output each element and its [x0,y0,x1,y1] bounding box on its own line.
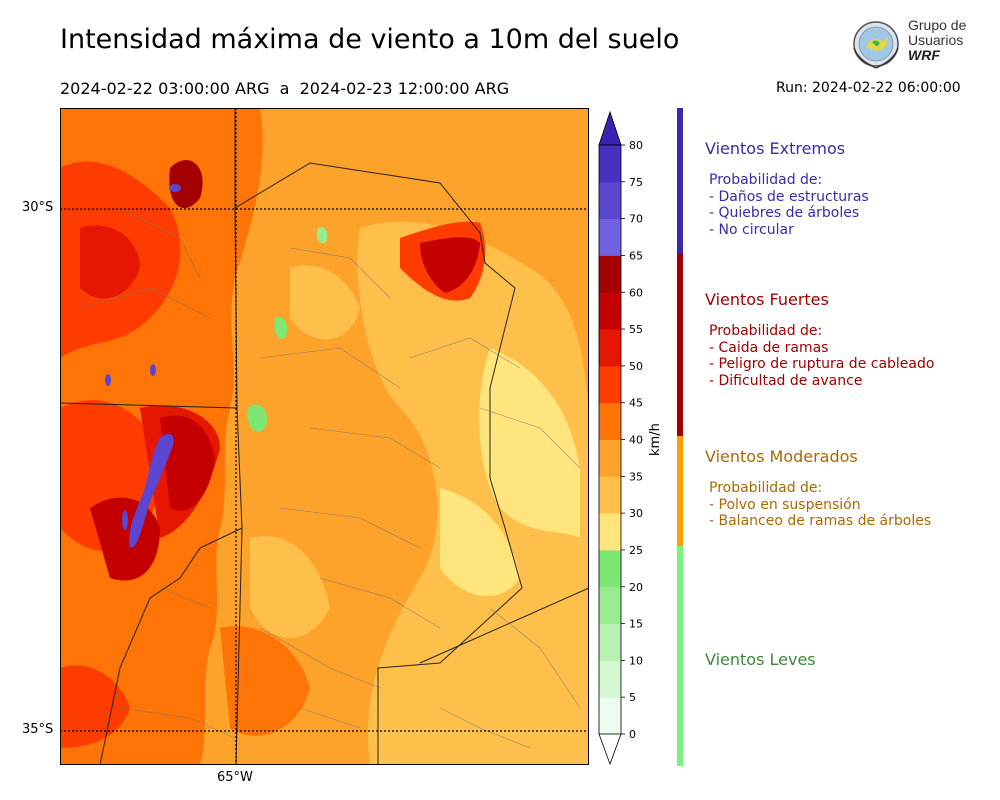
colorbar-tick-label: 75 [629,176,643,189]
map-title: Intensidad máxima de viento a 10m del su… [60,24,680,55]
category-line: - Dificultad de avance [709,372,863,389]
colorbar-segment [599,549,621,588]
colorbar-segment [599,365,621,404]
light-wind-spot-c [316,226,328,244]
department-boundaries [79,207,581,749]
light-central-patch [440,488,520,597]
logo-line-1: Grupo de [908,17,967,33]
category-line: - Quiebres de árboles [709,205,860,221]
colorbar-segment [599,697,621,735]
strong-south-patch [220,626,310,736]
light-east-patch [479,348,580,538]
category-strong: Vientos Fuertes Probabilidad de: - Caida … [705,290,934,389]
category-line: Probabilidad de: [709,323,823,339]
category-bar-segment [677,546,683,766]
logo-line-2: Usuarios [908,32,964,48]
category-line: - No circular [709,221,794,238]
category-extreme: Vientos Extremos Probabilidad de: - Daños… [705,139,869,238]
province-boundaries [60,108,589,765]
lat-label-30s: 30°S [22,200,54,215]
colorbar-unit: km/h [648,423,663,456]
colorbar-tick-label: 35 [629,470,643,483]
logo-line-3: WRF [908,47,940,63]
lon-label-65w: 65°W [217,770,253,785]
colorbar-segment [599,292,621,330]
colorbar: 0 5 10 15 20 25 30 35 40 45 50 55 60 65 70 75 80 [598,110,643,766]
logo-text: Grupo de Usuarios WRF [908,18,966,63]
colorbar-tick-label: 60 [629,286,643,299]
colorbar-tick-label: 40 [629,434,643,447]
colorbar-tick-label: 55 [629,323,643,336]
colorbar-tick-label: 65 [629,249,643,262]
category-bar-segment [677,253,683,436]
category-light: Vientos Leves [705,650,816,669]
category-line: Probabilidad de: [709,480,823,496]
strong-northeast-core [420,237,480,293]
category-strong-title: Vientos Fuertes [705,290,829,309]
colorbar-tick-label: 5 [629,691,636,704]
category-bar-segment [677,108,683,253]
colorbar-tick-label: 0 [629,728,636,741]
extreme-wind-spot-central [150,364,156,376]
extreme-wind-spot-south [122,510,128,530]
colorbar-segment [599,660,621,698]
forecast-period: 2024-02-22 03:00:00 ARG a 2024-02-23 12:… [60,79,510,98]
colorbar-segment [599,255,621,293]
colorbar-tick-label: 25 [629,544,643,557]
moderate-north-patch [290,265,360,340]
colorbar-segment [599,586,621,625]
colorbar-under-extension [598,733,622,766]
colorbar-segment [599,513,621,551]
category-moderate: Vientos Moderados Probabilidad de: - Polv… [705,447,931,530]
graticule [60,108,589,765]
strong-southwest-patch [60,665,130,748]
colorbar-segment [599,329,621,367]
category-bar-segment [677,436,683,546]
colorbar-segment [599,623,621,661]
light-wind-spot-a [274,316,288,339]
colorbar-tick-label: 50 [629,360,643,373]
light-wind-spot-b [247,404,268,432]
colorbar-over-extension [598,110,622,146]
category-line: - Peligro de ruptura de cableado [709,356,935,372]
colorbar-tick-label: 45 [629,397,643,410]
colorbar-segment [599,439,621,477]
moderate-east-field [357,221,589,765]
colorbar-tick-label: 80 [629,139,643,152]
category-line: - Polvo en suspensión [709,496,861,513]
colorbar-tick-label: 15 [629,618,643,631]
colorbar-segment [599,145,621,183]
colorbar-segment [599,402,621,440]
strong-north-core [80,225,140,299]
category-extreme-title: Vientos Extremos [705,139,846,158]
colorbar-tick-label: 20 [629,581,643,594]
wind-intensity-map [60,108,589,765]
category-line: - Daños de estructuras [709,188,869,205]
run-time: Run: 2024-02-22 06:00:00 [776,80,961,96]
moderate-south-patch [250,536,330,638]
category-light-title: Vientos Leves [705,650,816,669]
map-frame [60,108,589,765]
colorbar-tick-label: 70 [629,213,643,226]
extreme-wind-spot-north [169,184,181,192]
colorbar-tick-label: 30 [629,507,643,520]
extreme-wind-spot-west [105,374,111,386]
grupo-usuarios-wrf-logo: Grupo de Usuarios WRF [848,16,978,72]
extreme-wind-streak [129,433,174,548]
category-line: Probabilidad de: [709,172,823,188]
category-moderate-title: Vientos Moderados [705,447,858,466]
colorbar-segment [599,181,621,220]
colorbar-segment [599,218,621,256]
wind-category-bar [677,108,683,766]
colorbar-segment [599,476,621,514]
strong-north-spot [169,159,203,208]
globe-emblem-icon [853,21,899,69]
category-line: - Caida de ramas [709,339,829,356]
lat-label-35s: 35°S [22,722,54,737]
colorbar-tick-label: 10 [629,654,643,667]
category-line: - Balanceo de ramas de árboles [709,513,932,529]
